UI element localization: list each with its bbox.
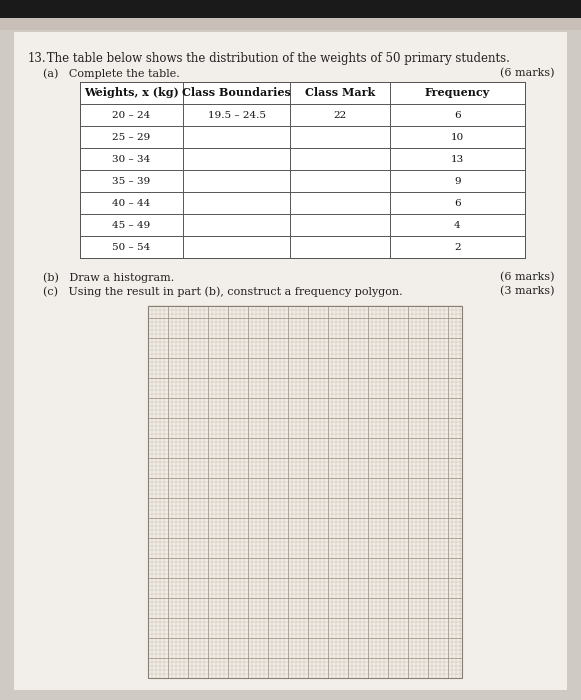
Bar [80, 82, 525, 258]
Bar [148, 306, 462, 678]
Text: (6 marks): (6 marks) [500, 68, 555, 78]
Text: Frequency: Frequency [425, 88, 490, 99]
Text: 35 – 39: 35 – 39 [112, 176, 150, 186]
Text: 45 – 49: 45 – 49 [112, 220, 150, 230]
Text: 30 – 34: 30 – 34 [112, 155, 150, 164]
Text: 25 – 29: 25 – 29 [112, 132, 150, 141]
Text: 13: 13 [451, 155, 464, 164]
Text: 9: 9 [454, 176, 461, 186]
Text: 50 – 54: 50 – 54 [112, 242, 150, 251]
Text: (3 marks): (3 marks) [500, 286, 555, 296]
Bar [0, 0, 581, 18]
Text: Class Boundaries: Class Boundaries [182, 88, 291, 99]
Text: (a)   Complete the table.: (a) Complete the table. [43, 68, 180, 78]
Text: 22: 22 [333, 111, 347, 120]
Text: Class Mark: Class Mark [305, 88, 375, 99]
Text: 10: 10 [451, 132, 464, 141]
Text: 2: 2 [454, 242, 461, 251]
Text: 19.5 – 24.5: 19.5 – 24.5 [207, 111, 266, 120]
Text: (c)   Using the result in part (b), construct a frequency polygon.: (c) Using the result in part (b), constr… [43, 286, 403, 297]
Text: Weights, x (kg): Weights, x (kg) [84, 88, 179, 99]
Text: 40 – 44: 40 – 44 [112, 199, 150, 207]
Text: (6 marks): (6 marks) [500, 272, 555, 282]
Text: 6: 6 [454, 111, 461, 120]
Text: The table below shows the distribution of the weights of 50 primary students.: The table below shows the distribution o… [43, 52, 510, 65]
Text: 4: 4 [454, 220, 461, 230]
Bar [0, 18, 581, 30]
Text: 20 – 24: 20 – 24 [112, 111, 150, 120]
Text: (b)   Draw a histogram.: (b) Draw a histogram. [43, 272, 174, 283]
Text: 6: 6 [454, 199, 461, 207]
Text: 13.: 13. [28, 52, 46, 65]
Bar [148, 306, 462, 678]
